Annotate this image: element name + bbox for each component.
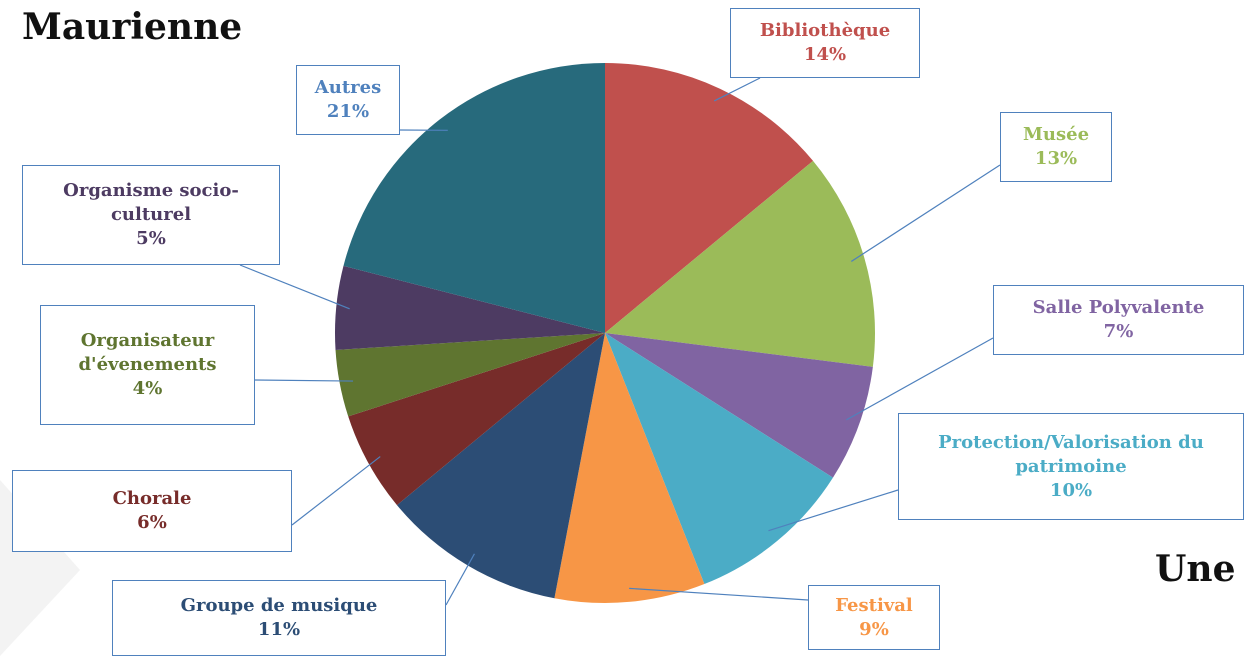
data-label: Organisateur d'évenements 4% (40, 305, 255, 425)
pie-slice (605, 160, 875, 367)
value-label: 21% (326, 101, 370, 122)
chart-title: Maurienne (22, 6, 243, 48)
value-label: 4% (132, 378, 163, 399)
leader-line (239, 264, 350, 310)
category-label: Festival (835, 594, 913, 616)
value-label: 7% (1103, 321, 1134, 342)
pie-slice (605, 63, 814, 333)
category-label: Groupe de musique (180, 595, 378, 616)
pie-slice (396, 333, 605, 599)
data-label: Festival 9% (808, 585, 940, 650)
data-label: Organisme socio-culturel 5% (22, 165, 280, 265)
value-label: 5% (136, 228, 166, 249)
category-label: Protection/Valorisation du patrimoine (938, 431, 1204, 477)
leader-line (445, 553, 475, 606)
value-label: 9% (859, 618, 889, 640)
pie-slice (348, 333, 605, 506)
leader-line (768, 489, 899, 532)
value-label: 13% (1034, 148, 1078, 169)
value-label: 6% (137, 512, 167, 533)
pie-slice (335, 333, 605, 417)
leader-line (713, 77, 761, 102)
data-label: Autres 21% (296, 65, 400, 135)
pie-slice (605, 333, 873, 478)
data-label: Protection/Valorisation du patrimoine 10% (898, 413, 1244, 520)
leader-line (291, 456, 381, 526)
pie-slice (554, 333, 705, 603)
data-label: Salle Polyvalente 7% (993, 285, 1244, 355)
pie-slice (605, 333, 833, 585)
value-label: 11% (257, 619, 301, 640)
category-label: Organisme socio-culturel (63, 180, 239, 225)
data-label: Musée 13% (1000, 112, 1112, 182)
value-label: 14% (803, 44, 847, 65)
data-label: Groupe de musique 11% (112, 580, 446, 656)
leader-line (254, 379, 354, 382)
leader-line (850, 164, 1001, 262)
leader-line (629, 587, 809, 601)
category-label: Musée (1022, 124, 1090, 145)
category-label: Chorale (112, 488, 192, 509)
category-label: Organisateur d'évenements (78, 330, 217, 375)
leader-line (846, 337, 994, 421)
data-label: Bibliothèque 14% (730, 8, 920, 78)
value-label: 10% (1049, 479, 1093, 501)
pie-slice (335, 265, 605, 350)
category-label: Salle Polyvalente (1032, 297, 1205, 318)
data-label: Chorale 6% (12, 470, 292, 552)
category-label: Bibliothèque (759, 20, 891, 41)
annotation: Une (1155, 548, 1236, 590)
category-label: Autres (314, 77, 382, 98)
pie-slice (343, 63, 605, 333)
